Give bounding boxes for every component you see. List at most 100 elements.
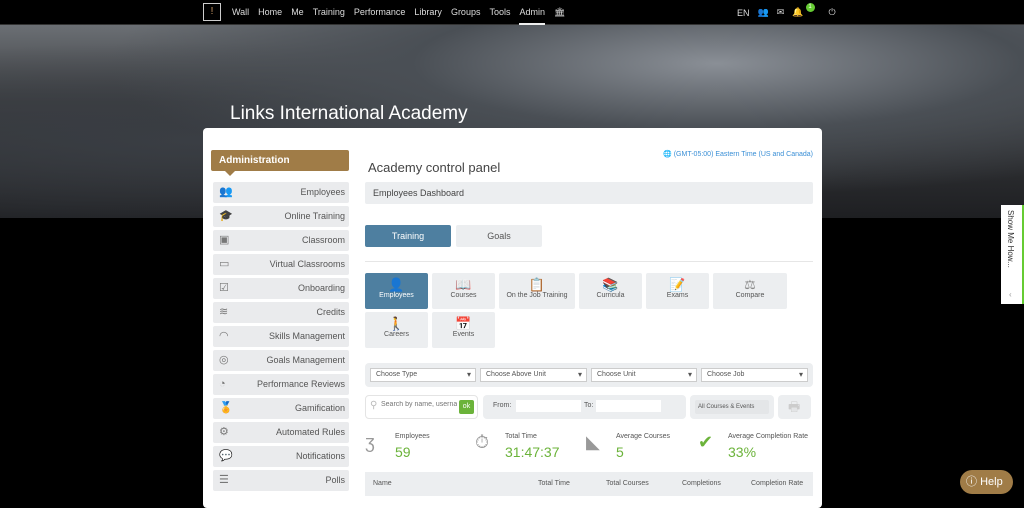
sidebar-item-notifications[interactable]: 💬 Notifications bbox=[213, 446, 349, 467]
tile-label: Compare bbox=[735, 292, 765, 299]
tile-label: Events bbox=[452, 331, 475, 338]
sidebar-item-online-training[interactable]: 🎓 Online Training bbox=[213, 206, 349, 227]
choose-job-select[interactable]: Choose Job bbox=[701, 368, 808, 382]
sidebar-item-label: Notifications bbox=[295, 451, 345, 461]
sidebar-item-label: Automated Rules bbox=[275, 427, 345, 437]
chat-icon: 💬 bbox=[219, 450, 233, 462]
choose-type-select[interactable]: Choose Type bbox=[370, 368, 476, 382]
gear-icon: ⚙ bbox=[219, 426, 229, 438]
sidebar-item-polls[interactable]: ☰ Polls bbox=[213, 470, 349, 491]
speedometer-icon: ◔ bbox=[219, 378, 226, 390]
col-total-courses[interactable]: Total Courses bbox=[606, 480, 649, 487]
tile-employees[interactable]: 👤 Employees bbox=[365, 273, 428, 309]
tile-curricula[interactable]: 📚 Curricula bbox=[579, 273, 642, 309]
col-completion-rate[interactable]: Completion Rate bbox=[751, 480, 804, 487]
tile-label: Careers bbox=[384, 331, 409, 338]
sidebar-item-credits[interactable]: ≋ Credits bbox=[213, 302, 349, 323]
timezone-label: (GMT-05:00) Eastern Time (US and Canada) bbox=[673, 151, 813, 158]
logo[interactable]: ! bbox=[203, 3, 221, 21]
tile-label: Courses bbox=[450, 292, 477, 299]
tile-careers[interactable]: 🚶 Careers bbox=[365, 312, 428, 348]
tab-goals[interactable]: Goals bbox=[456, 225, 542, 247]
nav-home[interactable]: Home bbox=[258, 7, 283, 17]
col-total-time[interactable]: Total Time bbox=[538, 480, 570, 487]
globe-icon: 🌐 bbox=[663, 151, 672, 158]
tab-training[interactable]: Training bbox=[365, 225, 451, 247]
books-icon: 📚 bbox=[602, 277, 619, 292]
clipboard-icon: 📋 bbox=[528, 277, 546, 292]
to-label: To: bbox=[584, 402, 594, 409]
col-name[interactable]: Name bbox=[373, 480, 392, 487]
tile-compare[interactable]: ⚖ Compare bbox=[713, 273, 787, 309]
language-selector[interactable]: EN bbox=[737, 7, 750, 18]
users-icon[interactable]: 👥 bbox=[757, 7, 769, 17]
nav-me[interactable]: Me bbox=[291, 7, 304, 17]
ok-button[interactable]: ok bbox=[459, 400, 474, 414]
search-input[interactable] bbox=[381, 401, 457, 408]
chevron-left-icon[interactable]: ‹ bbox=[1009, 290, 1012, 299]
stat-label: Average Completion Rate bbox=[728, 433, 809, 440]
bell-icon[interactable]: 🔔 bbox=[792, 7, 804, 17]
help-button[interactable]: ⓘ Help bbox=[960, 470, 1013, 494]
filter-bar: Choose Type Choose Above Unit Choose Uni… bbox=[365, 363, 813, 387]
col-completions[interactable]: Completions bbox=[682, 480, 721, 487]
sidebar-item-classroom[interactable]: ▣ Classroom bbox=[213, 230, 349, 251]
medal-icon: 🏅 bbox=[219, 402, 233, 414]
nav-tools[interactable]: Tools bbox=[489, 7, 511, 17]
show-me-how-label: Show Me How... bbox=[1006, 210, 1015, 268]
academy-title: Links International Academy bbox=[230, 103, 468, 124]
sidebar-item-label: Classroom bbox=[301, 235, 345, 245]
tile-events[interactable]: 📅 Events bbox=[432, 312, 495, 348]
show-me-how-panel[interactable]: Show Me How... ‹ bbox=[1001, 205, 1024, 304]
sidebar-item-label: Performance Reviews bbox=[256, 379, 345, 389]
nav-training[interactable]: Training bbox=[312, 7, 345, 17]
scales-icon: ⚖ bbox=[744, 277, 756, 292]
sidebar-item-label: Online Training bbox=[284, 211, 345, 221]
nav-library[interactable]: Library bbox=[414, 7, 442, 17]
timezone-link[interactable]: 🌐 (GMT-05:00) Eastern Time (US and Canad… bbox=[663, 150, 813, 158]
calendar-icon: 📅 bbox=[455, 316, 472, 331]
print-icon[interactable]: 🖶 bbox=[788, 399, 801, 414]
from-date-input[interactable] bbox=[516, 400, 581, 412]
nav-wall[interactable]: Wall bbox=[232, 7, 250, 17]
course-filter-select[interactable]: All Courses & Events bbox=[695, 400, 769, 414]
user-icon: 👤 bbox=[388, 277, 405, 292]
nav-performance[interactable]: Performance bbox=[353, 7, 406, 17]
choose-unit-select[interactable]: Choose Unit bbox=[591, 368, 697, 382]
book-icon: 📖 bbox=[455, 277, 472, 292]
sidebar-item-label: Credits bbox=[316, 307, 345, 317]
sidebar-item-employees[interactable]: 👥 Employees bbox=[213, 182, 349, 203]
sidebar-item-goals-management[interactable]: ◎ Goals Management bbox=[213, 350, 349, 371]
sidebar-item-label: Gamification bbox=[294, 403, 345, 413]
dashboard-selector[interactable]: Employees Dashboard bbox=[365, 182, 813, 204]
notification-badge: 1 bbox=[805, 3, 815, 12]
table-header: Name Total Time Total Courses Completion… bbox=[365, 472, 813, 496]
to-date-input[interactable] bbox=[596, 400, 661, 412]
nav-groups[interactable]: Groups bbox=[450, 7, 481, 17]
sidebar-item-label: Skills Management bbox=[268, 331, 345, 341]
gauge-icon: ◠ bbox=[219, 330, 229, 342]
sidebar-item-performance-reviews[interactable]: ◔ Performance Reviews bbox=[213, 374, 349, 395]
sidebar-item-skills-management[interactable]: ◠ Skills Management bbox=[213, 326, 349, 347]
help-label: Help bbox=[980, 476, 1003, 488]
sidebar-item-virtual-classrooms[interactable]: ▭ Virtual Classrooms bbox=[213, 254, 349, 275]
mail-icon[interactable]: ✉ bbox=[776, 7, 785, 17]
nav-admin[interactable]: Admin bbox=[519, 0, 545, 25]
search-icon: ⚲ bbox=[370, 400, 378, 411]
sidebar-item-onboarding[interactable]: ☑ Onboarding bbox=[213, 278, 349, 299]
tile-exams[interactable]: 📝 Exams bbox=[646, 273, 709, 309]
tile-label: Curricula bbox=[596, 292, 625, 299]
stopwatch-icon: ⏱ bbox=[475, 432, 490, 452]
sidebar-item-label: Polls bbox=[325, 475, 345, 485]
question-icon: ⓘ bbox=[966, 476, 977, 488]
page-title: Academy control panel bbox=[368, 160, 501, 175]
tile-courses[interactable]: 📖 Courses bbox=[432, 273, 495, 309]
top-navbar: ! Wall Home Me Training Performance Libr… bbox=[0, 0, 1024, 25]
choose-above-unit-select[interactable]: Choose Above Unit bbox=[480, 368, 587, 382]
tile-on-the-job-training[interactable]: 📋 On the Job Training bbox=[499, 273, 575, 309]
sidebar-item-gamification[interactable]: 🏅 Gamification bbox=[213, 398, 349, 419]
check-icon: ✔ bbox=[698, 432, 714, 452]
bank-icon[interactable]: 🏛 bbox=[553, 7, 566, 17]
power-icon[interactable]: ⏻ bbox=[828, 7, 836, 17]
sidebar-item-automated-rules[interactable]: ⚙ Automated Rules bbox=[213, 422, 349, 443]
